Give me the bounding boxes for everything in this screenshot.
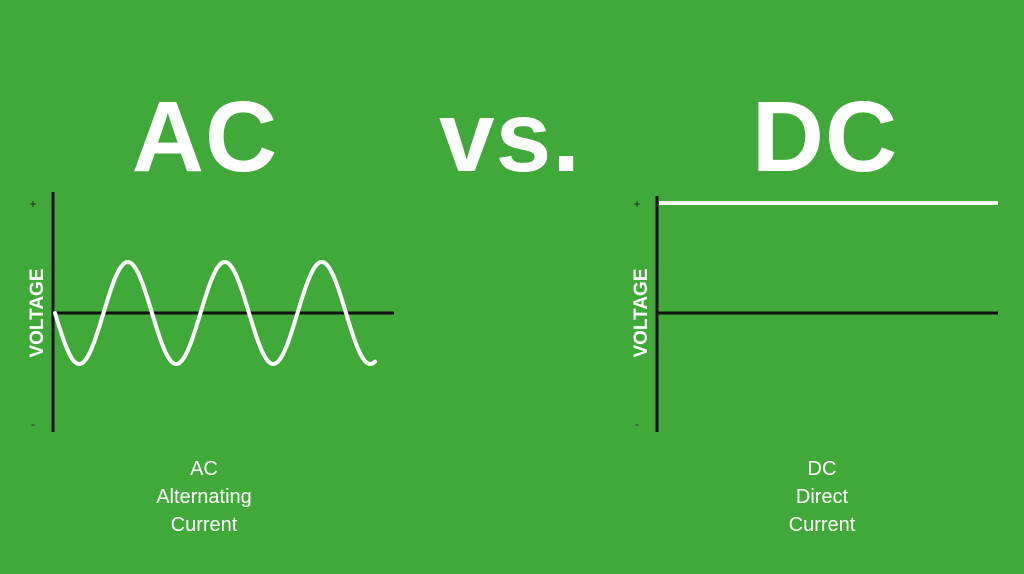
dc-chart: + - VOLTAGE	[631, 196, 998, 432]
dc-caption-line1: DC	[807, 458, 837, 480]
dc-caption-line3: Current	[788, 514, 856, 536]
vs-title: vs.	[438, 81, 581, 193]
ac-caption-line1: AC	[190, 458, 218, 480]
dc-minus-sign: -	[635, 417, 639, 431]
dc-plus-sign: +	[633, 197, 640, 211]
ac-minus-sign: -	[31, 417, 35, 431]
ac-caption-line3: Current	[170, 514, 238, 536]
ac-sine-wave	[53, 259, 377, 367]
dc-caption-line2: Direct	[795, 486, 849, 508]
ac-plus-sign: +	[29, 197, 36, 211]
dc-voltage-label: VOLTAGE	[631, 268, 652, 357]
dc-title: DC	[751, 81, 899, 193]
ac-caption: AC Alternating Current	[104, 455, 304, 539]
ac-chart: + - VOLTAGE	[27, 192, 394, 432]
ac-caption-line2: Alternating	[156, 486, 252, 508]
ac-title: AC	[131, 81, 279, 193]
dc-caption: DC Direct Current	[722, 455, 922, 539]
ac-voltage-label: VOLTAGE	[27, 268, 48, 357]
